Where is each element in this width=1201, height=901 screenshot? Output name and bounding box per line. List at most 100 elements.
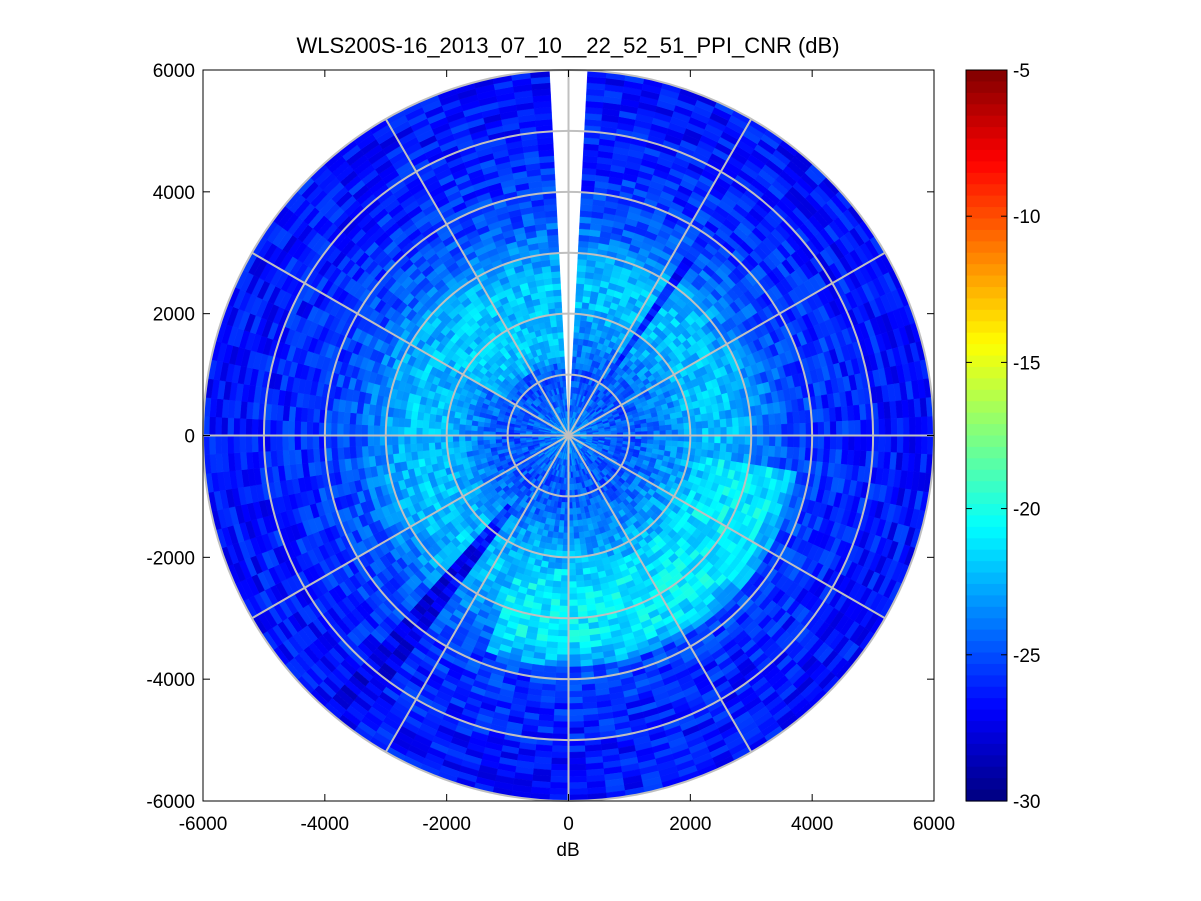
cnr-cell bbox=[762, 445, 770, 457]
cnr-cell bbox=[786, 446, 794, 460]
cnr-cell bbox=[578, 234, 590, 242]
cnr-cell bbox=[550, 769, 569, 777]
cnr-cell bbox=[725, 418, 733, 428]
cnr-cell bbox=[551, 592, 561, 600]
cnr-cell bbox=[559, 605, 569, 613]
cnr-cell bbox=[676, 417, 684, 425]
cnr-cell bbox=[568, 763, 587, 771]
cnr-cell bbox=[547, 629, 559, 637]
cnr-cell bbox=[554, 690, 569, 698]
cnr-cell bbox=[568, 629, 580, 637]
cnr-cell bbox=[554, 562, 563, 570]
cnr-cell bbox=[546, 635, 559, 643]
cnr-cell bbox=[573, 526, 579, 534]
cnr-cell bbox=[568, 660, 581, 668]
cnr-cell bbox=[708, 427, 715, 436]
cnr-cell bbox=[719, 443, 727, 453]
cnr-cell bbox=[554, 684, 569, 692]
cnr-cell bbox=[860, 419, 868, 436]
cnr-cell bbox=[545, 647, 558, 655]
cnr-cell bbox=[558, 526, 564, 534]
cnr-cell bbox=[768, 413, 776, 426]
cnr-cell bbox=[731, 443, 740, 454]
cnr-cell bbox=[915, 435, 923, 455]
cnr-cell bbox=[568, 587, 578, 595]
chart-title: WLS200S-16_2013_07_10__22_52_51_PPI_CNR … bbox=[296, 33, 839, 58]
cnr-cell bbox=[829, 435, 837, 450]
cnr-cell bbox=[551, 745, 569, 753]
cnr-cell bbox=[896, 435, 904, 454]
cnr-cell bbox=[558, 520, 565, 527]
cnr-cell bbox=[732, 426, 740, 436]
cnr-cell bbox=[738, 426, 746, 436]
cnr-cell bbox=[554, 696, 569, 704]
cnr-cell bbox=[738, 435, 746, 445]
cnr-cell bbox=[694, 448, 703, 457]
cnr-cell bbox=[653, 425, 660, 432]
cnr-cell bbox=[581, 301, 590, 310]
cnr-cell bbox=[706, 412, 715, 422]
cnr-cell bbox=[842, 420, 849, 436]
cnr-cell bbox=[556, 654, 569, 662]
cnr-cell bbox=[781, 435, 789, 448]
cnr-cell bbox=[549, 604, 560, 613]
cnr-cell bbox=[559, 599, 569, 607]
cnr-cell bbox=[568, 690, 583, 698]
cnr-cell bbox=[582, 567, 591, 576]
cnr-cell bbox=[578, 635, 591, 643]
cnr-cell bbox=[568, 623, 579, 631]
cnr-cell bbox=[787, 423, 795, 436]
cnr-cell bbox=[559, 587, 569, 595]
cnr-cell bbox=[575, 574, 585, 582]
cnr-cell bbox=[543, 665, 557, 673]
cnr-cell bbox=[902, 435, 910, 454]
cnr-cell bbox=[545, 641, 558, 649]
cnr-cell bbox=[556, 660, 569, 668]
cnr-cell bbox=[775, 435, 782, 447]
cnr-cell bbox=[878, 435, 886, 453]
cnr-cell bbox=[823, 421, 831, 436]
cnr-cell bbox=[707, 419, 715, 429]
cnr-cell bbox=[665, 424, 673, 431]
cnr-cell bbox=[553, 568, 562, 576]
cnr-cell bbox=[762, 414, 770, 426]
cnr-cell bbox=[568, 636, 580, 643]
cnr-cell bbox=[829, 421, 837, 436]
cnr-cell bbox=[908, 435, 916, 454]
cnr-cell bbox=[552, 580, 562, 588]
cnr-cell bbox=[544, 653, 558, 661]
cnr-cell bbox=[557, 642, 569, 649]
cnr-cell bbox=[568, 782, 588, 790]
cnr-cell bbox=[575, 295, 584, 303]
cnr-cell bbox=[762, 424, 770, 436]
cnr-cell bbox=[580, 198, 594, 206]
cnr-cell bbox=[550, 763, 569, 771]
cnr-cell bbox=[731, 417, 740, 428]
cnr-cell bbox=[756, 425, 764, 436]
cnr-cell bbox=[854, 419, 862, 436]
cnr-cell bbox=[574, 319, 581, 327]
cnr-cell bbox=[568, 769, 587, 777]
cnr-cell bbox=[572, 520, 579, 527]
cnr-cell bbox=[572, 514, 578, 521]
cnr-cell bbox=[556, 544, 563, 552]
cnr-cell bbox=[568, 745, 586, 753]
cnr-cell bbox=[720, 435, 728, 445]
cnr-cell bbox=[576, 592, 586, 600]
cnr-cell bbox=[835, 435, 843, 451]
cnr-cell bbox=[817, 435, 825, 450]
cnr-cell bbox=[884, 435, 892, 453]
cnr-cell bbox=[552, 727, 569, 735]
cnr-cell bbox=[694, 414, 703, 423]
cnr-cell bbox=[793, 423, 801, 436]
cnr-cell bbox=[701, 442, 709, 451]
cnr-cell bbox=[547, 561, 556, 570]
cnr-cell bbox=[580, 204, 593, 212]
cnr-cell bbox=[568, 575, 577, 582]
cnr-cell bbox=[578, 531, 585, 539]
cnr-cell bbox=[720, 426, 728, 436]
cnr-cell bbox=[576, 277, 586, 285]
cnr-cell bbox=[884, 418, 892, 436]
cnr-cell bbox=[577, 604, 588, 613]
cnr-cell bbox=[561, 563, 569, 570]
